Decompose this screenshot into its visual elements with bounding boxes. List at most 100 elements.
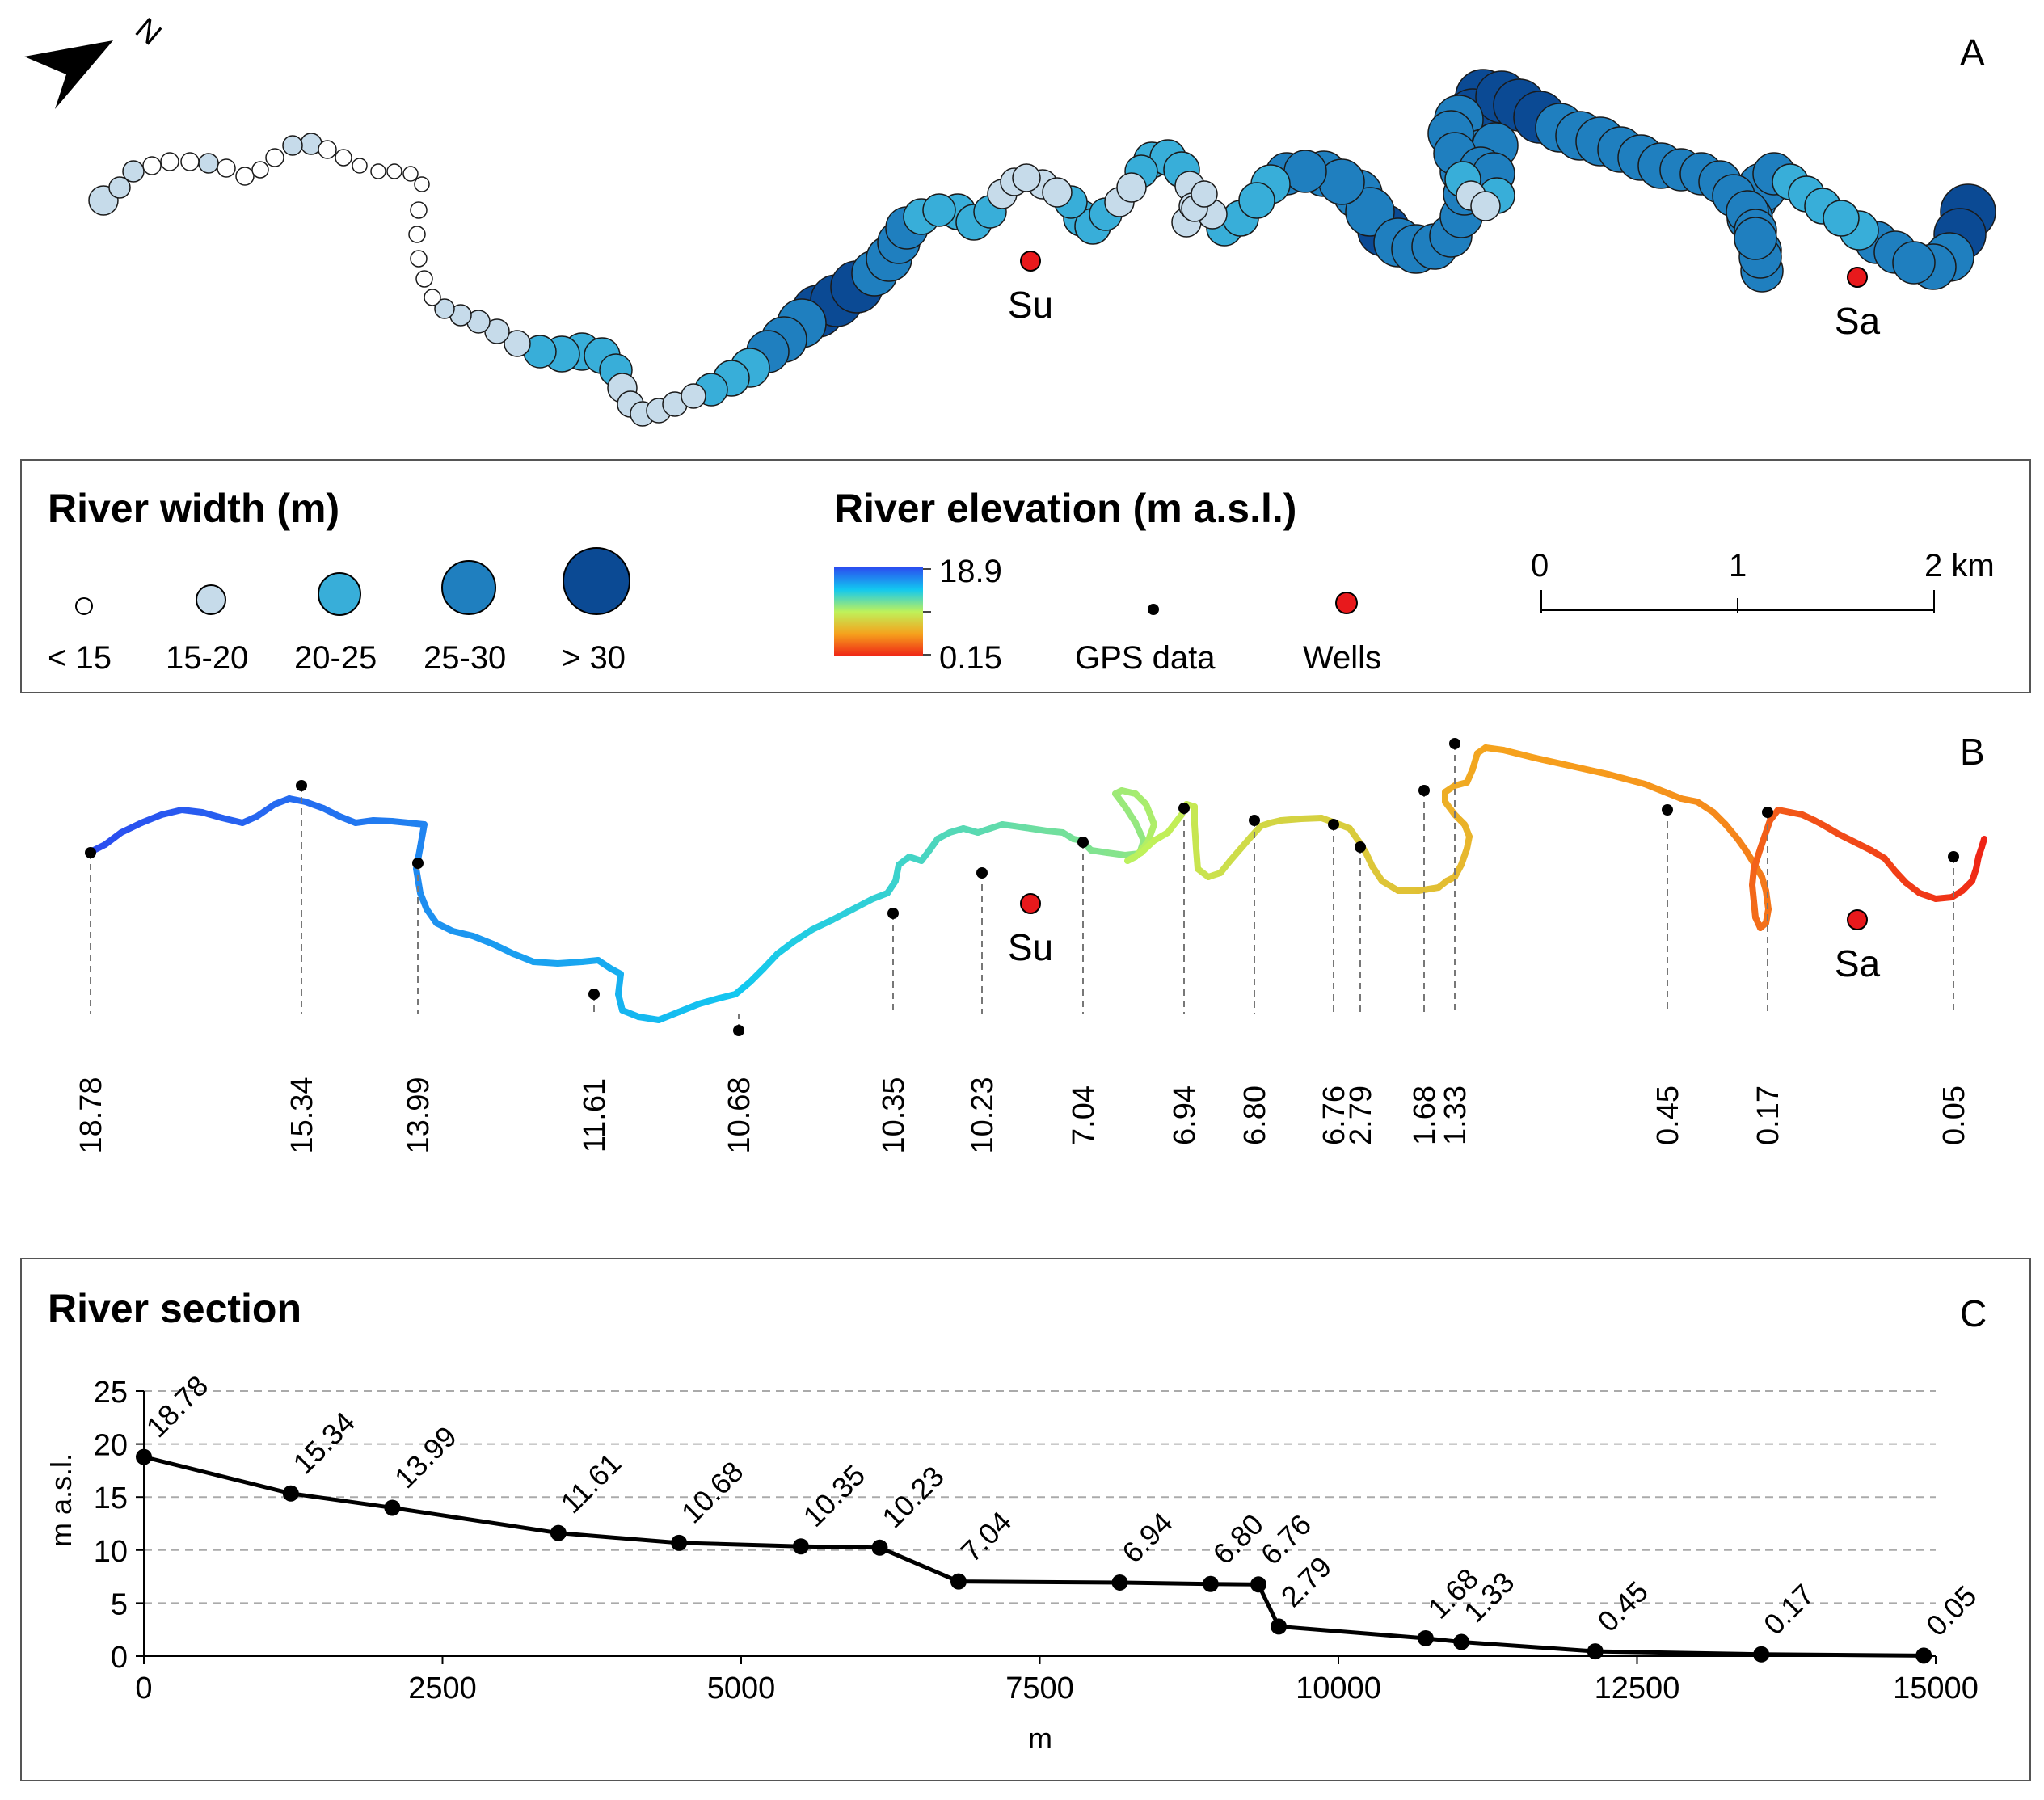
y-tick-label: 10 [94,1535,128,1569]
y-tick-label: 0 [111,1641,128,1675]
width-dot [217,158,236,178]
well-sa-label-a: Sa [1835,300,1881,342]
gps-point [1662,804,1673,816]
elevation-segment [1605,771,1648,787]
width-dot [1823,200,1860,237]
data-point [1753,1646,1770,1663]
elevation-segment [417,821,428,850]
gps-point-label: 0.45 [1651,1085,1685,1145]
x-tick-label: 5000 [707,1671,776,1705]
width-dot [108,176,131,199]
data-point [1271,1618,1288,1635]
width-class-1-symbol [75,597,93,615]
elevation-legend-symbols [834,567,1935,656]
wells-label: Wells [1303,640,1382,676]
width-dot [504,330,531,357]
chart-grid [144,1390,1936,1604]
width-dot [408,226,426,243]
river-elevation-line [86,744,1987,1023]
elevation-segment [470,933,496,947]
elevation-segment [1298,815,1325,822]
elevation-segment [1751,845,1764,872]
river-elevation-map: 18.78 15.34 13.99 11.61 10.68 10.35 10.23 7.04 6… [74,738,1987,1154]
north-arrow-icon [24,40,113,109]
x-tick-label: 7500 [1005,1671,1074,1705]
x-tick-label: 2500 [408,1671,477,1705]
well-sa-b: Sa [1835,909,1881,984]
scale-label-1: 1 [1729,548,1747,584]
gps-point-label: 6.76 [1317,1085,1351,1145]
x-tick-label: 0 [135,1671,152,1705]
width-dot [1012,163,1041,192]
data-point [1587,1643,1604,1660]
data-point [282,1485,299,1502]
data-label: 6.94 [1115,1506,1179,1570]
elevation-segment [1165,811,1185,836]
gps-point [1418,785,1430,796]
gps-point-label: 2.79 [1344,1085,1378,1145]
well-su-b: Su [1008,893,1053,968]
gps-point-label: 7.04 [1067,1085,1101,1145]
width-dot [160,152,179,171]
gps-point-label: 10.35 [877,1077,911,1153]
width-class-4-symbol [441,560,496,615]
width-dot [434,298,455,319]
width-dot [922,193,956,227]
width-dot [410,201,428,219]
x-tick-label: 12500 [1595,1671,1680,1705]
gps-point [85,847,96,858]
elevation-min-label: 0.15 [939,640,1002,676]
elevation-legend-title: River elevation (m a.s.l.) [834,486,1297,531]
width-class-2-symbol [196,584,226,615]
width-dot [1238,182,1275,219]
width-dot [386,163,402,179]
elevation-segment [1757,817,1773,852]
gps-point [976,867,988,879]
gps-point [588,989,600,1000]
data-point [671,1534,688,1551]
gps-point [733,1025,744,1036]
gps-point-label: 11.61 [578,1078,612,1153]
north-label: N [129,12,167,53]
wells-symbol [1335,592,1358,614]
elevation-segment [790,926,815,945]
elevation-segment [1191,821,1199,852]
elevation-segment [118,820,145,836]
data-label: 6.80 [1207,1507,1271,1571]
data-label: 13.99 [388,1419,463,1494]
data-point [792,1538,809,1555]
elevation-segment [254,801,278,820]
data-point [950,1573,967,1590]
width-dot [1116,172,1147,203]
width-dot [414,176,430,192]
elevation-segment [809,917,836,933]
elevation-segment [510,951,537,965]
y-axis-label: m a.s.l. [44,1453,78,1547]
data-point [871,1539,888,1556]
elevation-segment [138,811,165,826]
y-tick-label: 5 [111,1587,128,1621]
width-dot [265,148,284,167]
width-dot [180,152,200,171]
chart-axes: 0 5 10 15 20 25 0 2500 5000 7500 10000 12500 15000 [94,1376,1979,1705]
elevation-segment [829,906,856,923]
scale-bar [1540,590,1935,613]
chart-series: 18.78 15.34 13.99 11.61 10.68 10.35 10.237.04 6… [136,1369,1983,1664]
data-label: 10.35 [797,1458,872,1533]
data-point [1417,1629,1434,1646]
x-axis-label: m [1028,1722,1052,1755]
gps-point [1249,815,1260,826]
elevation-segment [530,959,561,967]
width-class-4-label: 25-30 [424,640,507,676]
scale-label-2: 2 km [1924,548,1995,584]
x-tick-label: 15000 [1893,1671,1979,1705]
gps-point-label: 10.68 [723,1077,756,1153]
gps-point-label: 1.33 [1439,1085,1473,1145]
width-dot [352,158,368,174]
elevation-segment [747,965,767,985]
width-dot [415,270,433,288]
gps-point-label: 0.17 [1751,1085,1785,1145]
y-tick-label: 15 [94,1482,128,1515]
river-section-box: River section [20,1258,2031,1781]
elevation-segment [1415,884,1442,894]
